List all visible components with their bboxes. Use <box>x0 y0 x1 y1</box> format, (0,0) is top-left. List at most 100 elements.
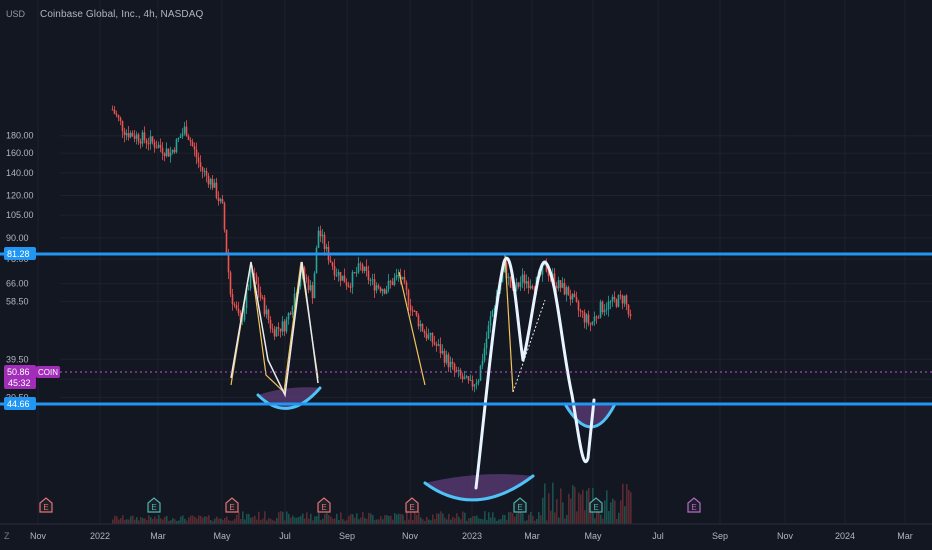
pattern-white-main[interactable] <box>474 257 596 490</box>
candle-body <box>591 321 594 325</box>
volume-bar <box>520 511 522 524</box>
volume-bar <box>470 517 472 524</box>
candle-body <box>519 282 522 287</box>
volume-bar <box>480 518 482 524</box>
earnings-marker[interactable]: E <box>147 497 161 513</box>
candle-body <box>619 295 622 297</box>
volume-bar <box>362 511 364 524</box>
candle-body <box>197 157 200 163</box>
price-axis[interactable]: 180.00160.00140.00120.00105.0090.0078.00… <box>6 131 34 403</box>
time-tick-label: 2022 <box>90 531 110 541</box>
volume-bar <box>346 519 348 524</box>
candle-body <box>441 350 444 354</box>
candle-body <box>595 316 598 318</box>
volume-bar <box>158 515 160 524</box>
volume-bar <box>128 519 130 524</box>
pattern-orange-mid[interactable] <box>398 271 426 386</box>
volume-bar <box>414 512 416 524</box>
candle-body <box>225 229 228 253</box>
candle-body <box>397 274 400 276</box>
arc-curve-mid[interactable] <box>423 474 535 502</box>
candle-body <box>381 289 384 292</box>
candle-body <box>317 230 320 248</box>
candle-body <box>367 270 370 281</box>
earnings-marker[interactable]: E <box>687 497 701 513</box>
volume-bar <box>576 511 578 524</box>
candle-body <box>277 327 280 329</box>
volume-bar <box>594 518 596 524</box>
volume-bar <box>146 520 148 524</box>
candle-body <box>479 365 482 381</box>
volume-bar <box>242 511 244 524</box>
candle-body <box>213 182 216 188</box>
volume-bar <box>590 511 592 524</box>
volume-bar <box>476 515 478 524</box>
volume-bar <box>558 517 560 524</box>
volume-bar <box>536 518 538 524</box>
volume-bar <box>360 517 362 524</box>
volume-bar <box>324 514 326 524</box>
volume-bar <box>386 514 388 524</box>
pattern-white-left[interactable] <box>230 261 319 398</box>
volume-bar <box>490 517 492 524</box>
time-tick-label: Nov <box>30 531 47 541</box>
candle-body <box>447 354 450 368</box>
volume-bar <box>574 486 576 524</box>
candle-body <box>187 136 190 140</box>
volume-bar <box>248 513 250 524</box>
volume-bar <box>316 516 318 524</box>
volume-bar <box>258 511 260 524</box>
candle-body <box>573 293 576 298</box>
volume-bar <box>338 520 340 524</box>
candle-body <box>307 279 310 291</box>
volume-bar <box>438 513 440 524</box>
volume-bar <box>166 516 168 524</box>
volume-bar <box>300 515 302 524</box>
volume-bar <box>192 515 194 524</box>
candle-body <box>175 139 178 153</box>
volume-bar <box>560 488 562 524</box>
volume-bar <box>614 500 616 524</box>
time-axis-bg <box>0 524 932 550</box>
timezone-label[interactable]: Z <box>4 531 10 541</box>
volume-bar <box>504 514 506 524</box>
volume-bar <box>608 511 610 524</box>
time-tick-label: 2023 <box>462 531 482 541</box>
candle-body <box>355 272 358 274</box>
volume-bar <box>186 520 188 524</box>
earnings-marker[interactable]: E <box>225 497 239 513</box>
earnings-marker[interactable]: E <box>317 497 331 513</box>
volume-bar <box>578 492 580 524</box>
arc-curve-left[interactable] <box>256 386 322 410</box>
volume-bar <box>204 516 206 524</box>
volume-bar <box>396 514 398 524</box>
earnings-marker[interactable]: E <box>513 497 527 513</box>
earnings-marker[interactable]: E <box>589 497 603 513</box>
candle-body <box>359 263 362 265</box>
candle-body <box>461 375 464 380</box>
pattern-orange-right[interactable] <box>504 254 514 393</box>
earnings-marker[interactable]: E <box>405 497 419 513</box>
candle-body <box>325 246 328 249</box>
candle-body <box>377 285 380 288</box>
volume-bar <box>270 518 272 524</box>
candle-body <box>459 370 462 376</box>
candle-body <box>205 170 208 176</box>
candle-body <box>585 314 588 323</box>
candle-body <box>303 267 306 278</box>
candle-body <box>407 290 410 306</box>
volume-bar <box>630 492 632 524</box>
earnings-marker[interactable]: E <box>39 497 53 513</box>
volume-bar <box>602 518 604 524</box>
volume-bar <box>284 520 286 524</box>
candle-body <box>315 247 318 274</box>
volume-bar <box>392 519 394 524</box>
time-axis[interactable]: Nov 2022 Mar May Jul Sep Nov 2023 Mar May Jul Sep No… <box>30 531 913 541</box>
volume-bar <box>232 520 234 524</box>
candle-body <box>321 234 324 237</box>
candle-body <box>231 294 234 305</box>
volume-bar <box>226 516 228 524</box>
candle-body <box>235 305 238 309</box>
